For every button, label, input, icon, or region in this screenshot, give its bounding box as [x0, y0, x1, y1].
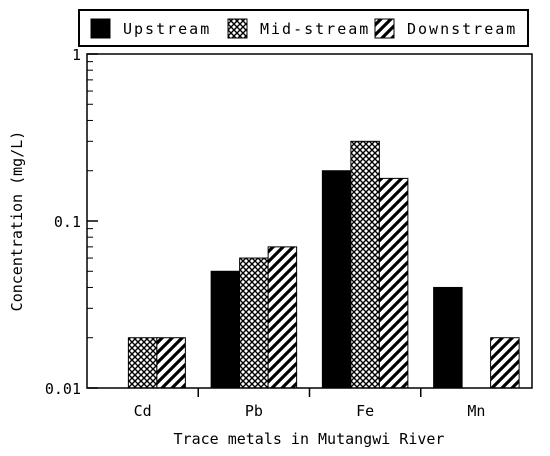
bar-mn-upstream: [433, 286, 463, 389]
bar-fe-upstream: [321, 170, 352, 389]
y-axis-ticks: 0.01 0.1 1: [45, 46, 98, 398]
legend: Upstream Mid-stream Downstream: [78, 9, 529, 47]
bar-pb-downstream: [267, 246, 298, 389]
x-tick-label-pb: Pb: [245, 402, 263, 420]
bars: [127, 140, 520, 389]
bar-cd-mid-stream: [127, 337, 158, 389]
y-tick-label: 1: [72, 46, 81, 64]
bar-mn-downstream: [490, 337, 520, 389]
y-tick-label: 0.1: [54, 213, 81, 231]
bar-cd-downstream: [156, 337, 186, 389]
legend-label-mid-stream: Mid-stream: [260, 20, 370, 38]
bar-pb-upstream: [210, 270, 241, 389]
x-tick-label-cd: Cd: [134, 402, 152, 420]
x-tick-label-mn: Mn: [467, 402, 485, 420]
legend-swatch-upstream: [90, 18, 111, 39]
x-axis-ticks: Cd Pb Fe Mn: [134, 388, 485, 420]
x-axis-title: Trace metals in Mutangwi River: [174, 430, 445, 448]
bar-fe-downstream: [378, 177, 409, 389]
legend-frame: [78, 9, 529, 47]
bar-pb-mid-stream: [239, 257, 269, 389]
legend-label-downstream: Downstream: [407, 20, 517, 38]
y-axis-title: Concentration (mg/L): [8, 131, 26, 312]
legend-swatch-mid-stream: [227, 18, 248, 39]
x-tick-label-fe: Fe: [356, 402, 374, 420]
legend-label-upstream: Upstream: [123, 20, 211, 38]
y-tick-label: 0.01: [45, 380, 81, 398]
legend-swatch-downstream: [374, 18, 395, 39]
bar-fe-mid-stream: [350, 140, 380, 389]
plot-area: 0.01 0.1 1 Cd Pb Fe Mn: [45, 46, 533, 420]
